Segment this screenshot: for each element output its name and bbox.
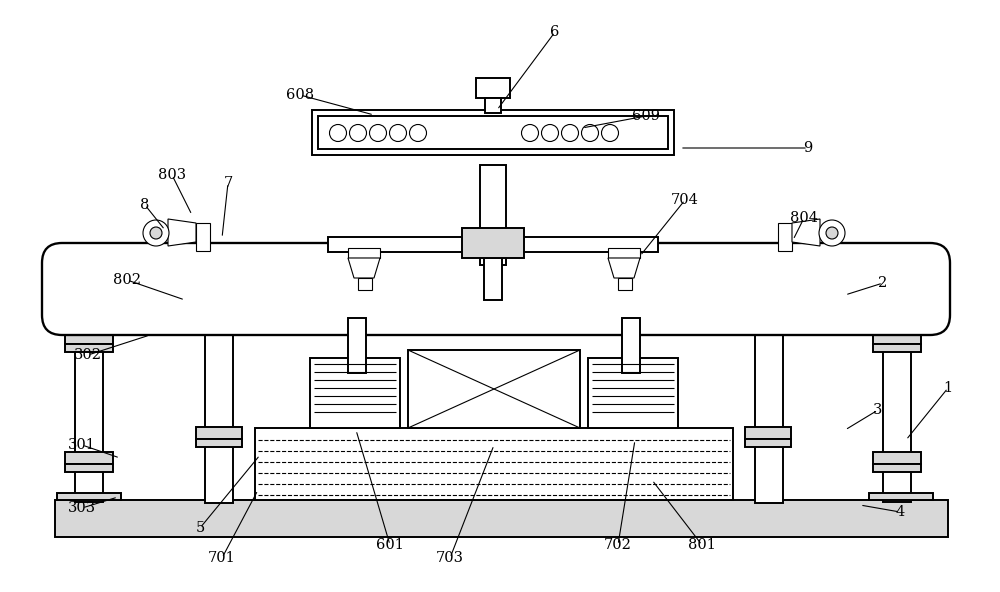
Bar [65,332,113,344]
Polygon shape [608,258,640,278]
Bar [328,237,658,252]
Circle shape [602,124,618,141]
Bar [75,340,103,502]
Bar [318,116,668,149]
Bar [312,110,674,155]
Circle shape [562,124,578,141]
Text: 803: 803 [158,168,186,182]
FancyBboxPatch shape [42,243,950,335]
Bar [65,344,113,352]
Circle shape [143,220,169,246]
Bar [873,344,921,352]
Bar [255,428,733,500]
Circle shape [370,124,387,141]
Text: 7: 7 [223,176,233,190]
Circle shape [522,124,538,141]
Text: 701: 701 [208,551,236,565]
Circle shape [150,227,162,239]
Text: 704: 704 [671,193,699,207]
Bar [484,258,502,300]
Text: 804: 804 [790,211,818,225]
Bar [196,427,242,439]
Bar [622,318,640,373]
Text: 608: 608 [286,88,314,102]
Bar [588,358,678,428]
Bar [873,464,921,472]
Text: 303: 303 [68,501,96,515]
Bar [873,452,921,464]
Bar [873,332,921,344]
Bar [196,439,242,447]
Bar [196,223,210,251]
Polygon shape [348,258,380,278]
Circle shape [582,124,598,141]
Bar [745,325,791,333]
Bar [196,313,242,325]
Text: 703: 703 [436,551,464,565]
Bar [745,439,791,447]
Bar [476,78,510,98]
Text: 4: 4 [895,505,905,519]
Bar [348,248,380,258]
Bar [480,165,506,265]
Bar [310,358,400,428]
Text: 6: 6 [550,25,560,39]
Bar [462,228,524,258]
Bar [608,248,640,258]
Text: 3: 3 [873,403,883,417]
Text: 801: 801 [688,538,716,552]
Bar [883,340,911,502]
Bar [65,452,113,464]
Bar [745,427,791,439]
Circle shape [819,220,845,246]
Text: 9: 9 [803,141,813,155]
Text: 2: 2 [878,276,888,290]
Circle shape [390,124,406,141]
Bar [778,223,792,251]
Text: 609: 609 [632,109,660,123]
Circle shape [330,124,347,141]
Text: 8: 8 [140,198,150,212]
Bar [205,320,233,503]
Circle shape [826,227,838,239]
Polygon shape [792,219,820,246]
Polygon shape [168,219,196,246]
Text: 5: 5 [195,521,205,535]
Text: 302: 302 [74,348,102,362]
Circle shape [542,124,558,141]
Text: 802: 802 [113,273,141,287]
Bar [485,98,501,113]
Bar [348,318,366,373]
Circle shape [350,124,367,141]
Bar [755,320,783,503]
Bar [358,278,372,290]
Bar [57,493,121,500]
Bar [618,278,632,290]
Bar [196,325,242,333]
Bar [55,500,948,537]
Text: 702: 702 [604,538,632,552]
Circle shape [410,124,426,141]
Text: 301: 301 [68,438,96,452]
Bar [65,464,113,472]
Text: 601: 601 [376,538,404,552]
Text: 1: 1 [943,381,953,395]
Bar [745,313,791,325]
Bar [408,350,580,428]
Bar [869,493,933,500]
